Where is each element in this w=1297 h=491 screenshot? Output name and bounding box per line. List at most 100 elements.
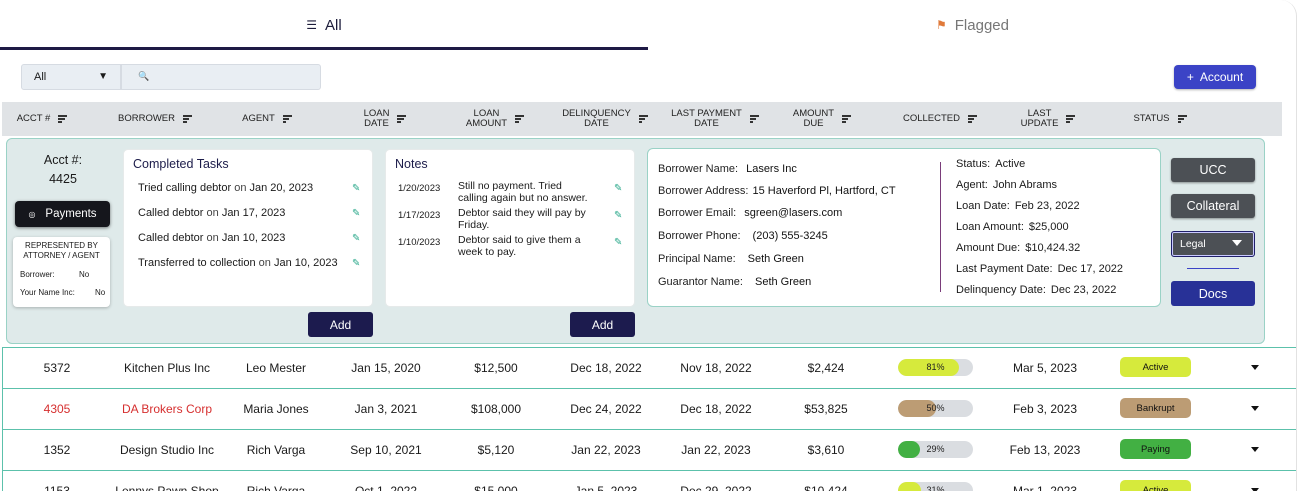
add-note-button[interactable]: Add: [570, 312, 635, 337]
your-name-representation: Your Name Inc: No: [20, 288, 105, 297]
caret-down-icon: [1232, 240, 1242, 246]
column-header[interactable]: ACCT #: [0, 102, 102, 136]
column-header-line1: STATUS: [1133, 113, 1170, 124]
acct-cell: 1352: [43, 443, 71, 457]
expand-chevron-icon[interactable]: [1251, 406, 1259, 411]
delinquency-value: Dec 23, 2022: [1050, 284, 1117, 296]
column-header[interactable]: AMOUNT DUE: [762, 102, 882, 136]
sort-icon[interactable]: [842, 114, 852, 125]
completed-tasks-title: Completed Tasks: [133, 157, 229, 171]
delinquency-cell: Jan 5, 2023: [574, 484, 638, 491]
last-payment-cell: Nov 18, 2022: [680, 361, 752, 375]
loan-status-label: Status:: [956, 158, 991, 170]
column-header-line1: BORROWER: [118, 113, 175, 124]
pencil-icon[interactable]: ✎: [352, 183, 361, 194]
column-header-label: LOAN AMOUNT: [466, 109, 507, 129]
table-row[interactable]: 1352 Design Studio Inc Rich Varga Sep 10, 2…: [2, 429, 1296, 470]
loan-date-field: Loan Date: Feb 23, 2022: [956, 200, 1080, 212]
column-header-label: DELINQUENCY DATE: [562, 109, 631, 129]
delinquency-field: Delinquency Date: Dec 23, 2022: [956, 284, 1116, 296]
sort-icon[interactable]: [515, 114, 525, 125]
borrower-cell[interactable]: Kitchen Plus Inc: [123, 361, 211, 375]
column-header[interactable]: COLLECTED: [880, 102, 1000, 136]
loan-status-field: Status: Active: [956, 158, 1025, 170]
representation-title: REPRESENTED BY ATTORNEY / AGENT: [23, 241, 100, 260]
table-row[interactable]: 4305 DA Brokers Corp Maria Jones Jan 3, 202…: [2, 388, 1296, 429]
note-date: 1/10/2023: [398, 237, 441, 248]
borrower-phone-value: (203) 555-3245: [752, 230, 828, 242]
expand-chevron-icon[interactable]: [1251, 447, 1259, 452]
loan-amount-cell: $108,000: [470, 402, 522, 416]
filter-value: All: [34, 71, 47, 83]
task-on: on: [234, 182, 247, 194]
loan-amount-cell: $12,500: [474, 361, 518, 375]
pencil-icon[interactable]: ✎: [352, 208, 361, 219]
sort-icon[interactable]: [749, 114, 759, 125]
column-header[interactable]: LAST UPDATE: [988, 102, 1108, 136]
column-header[interactable]: LOAN AMOUNT: [435, 102, 555, 136]
collateral-button[interactable]: Collateral: [1171, 194, 1255, 218]
expand-chevron-icon[interactable]: [1251, 488, 1259, 491]
last-payment-value: Dec 17, 2022: [1057, 263, 1124, 275]
search-box: 🔍: [121, 64, 321, 90]
payments-label: Payments: [45, 208, 97, 220]
column-header[interactable]: DELINQUENCY DATE: [545, 102, 665, 136]
add-account-button[interactable]: + Account: [1174, 65, 1256, 89]
sort-icon[interactable]: [183, 114, 192, 125]
delinquency-cell: Dec 18, 2022: [570, 361, 642, 375]
borrower-cell[interactable]: DA Brokers Corp: [121, 402, 213, 416]
tab-all[interactable]: ☰ All: [0, 0, 648, 50]
column-header[interactable]: LOAN DATE: [325, 102, 445, 136]
column-header-label: COLLECTED: [903, 114, 960, 124]
borrower-name-label: Borrower Name:: [658, 163, 739, 175]
column-header[interactable]: AGENT: [207, 102, 327, 136]
column-header[interactable]: LAST PAYMENT DATE: [655, 102, 775, 136]
list-icon: ☰: [306, 18, 318, 32]
task-text: Called debtor: [138, 207, 204, 219]
borrower-address-label: Borrower Address:: [658, 185, 749, 197]
loan-date-label: Loan Date:: [956, 200, 1010, 212]
progress-label: 81%: [926, 362, 945, 372]
note-date: 1/17/2023: [398, 210, 441, 221]
last-payment-cell: Dec 18, 2022: [680, 402, 752, 416]
pencil-icon[interactable]: ✎: [614, 183, 623, 194]
borrower-cell[interactable]: Lennys Pawn Shop: [115, 484, 219, 491]
docs-button[interactable]: Docs: [1171, 281, 1255, 306]
amount-due-label: Amount Due:: [956, 242, 1021, 254]
agent-cell: Maria Jones: [243, 402, 309, 416]
column-header-label: STATUS: [1133, 114, 1169, 124]
add-task-button[interactable]: Add: [308, 312, 373, 337]
pencil-icon[interactable]: ✎: [614, 210, 623, 221]
sort-icon[interactable]: [638, 114, 648, 125]
borrower-address-value: 15 Haverford Pl, Hartford, CT: [752, 185, 896, 197]
sort-icon[interactable]: [1066, 114, 1076, 125]
pencil-icon[interactable]: ✎: [352, 258, 361, 269]
borrower-cell[interactable]: Design Studio Inc: [119, 443, 215, 457]
legal-select[interactable]: Legal: [1171, 231, 1255, 257]
progress-fill: [898, 482, 922, 491]
ucc-button[interactable]: UCC: [1171, 158, 1255, 182]
table-row[interactable]: 1153 Lennys Pawn Shop Rich Varga Oct 1, 202…: [2, 470, 1296, 491]
payments-button[interactable]: ◎ Payments: [15, 201, 110, 227]
sort-icon[interactable]: [397, 114, 407, 125]
task-date: Jan 10, 2023: [273, 257, 338, 269]
sort-icon[interactable]: [58, 114, 68, 125]
expand-chevron-icon[interactable]: [1251, 365, 1259, 370]
tab-flagged[interactable]: ⚑ Flagged: [648, 0, 1296, 50]
sort-icon[interactable]: [282, 114, 292, 125]
search-input[interactable]: [152, 69, 312, 85]
collected-progress: 29%: [898, 441, 973, 458]
pencil-icon[interactable]: ✎: [614, 237, 623, 248]
table-row[interactable]: 5372 Kitchen Plus Inc Leo Mester Jan 15, 20…: [2, 347, 1296, 388]
pencil-icon[interactable]: ✎: [352, 233, 361, 244]
column-header[interactable]: BORROWER: [95, 102, 215, 136]
last-update-cell: Feb 3, 2023: [1012, 402, 1078, 416]
sort-icon[interactable]: [968, 114, 977, 125]
borrower-phone-label: Borrower Phone:: [658, 230, 741, 242]
filter-select[interactable]: All ▼: [21, 64, 121, 90]
loan-date-value: Feb 23, 2022: [1014, 200, 1080, 212]
column-header[interactable]: STATUS: [1100, 102, 1220, 136]
flag-icon: ⚑: [936, 18, 947, 32]
sort-icon[interactable]: [1177, 114, 1187, 125]
